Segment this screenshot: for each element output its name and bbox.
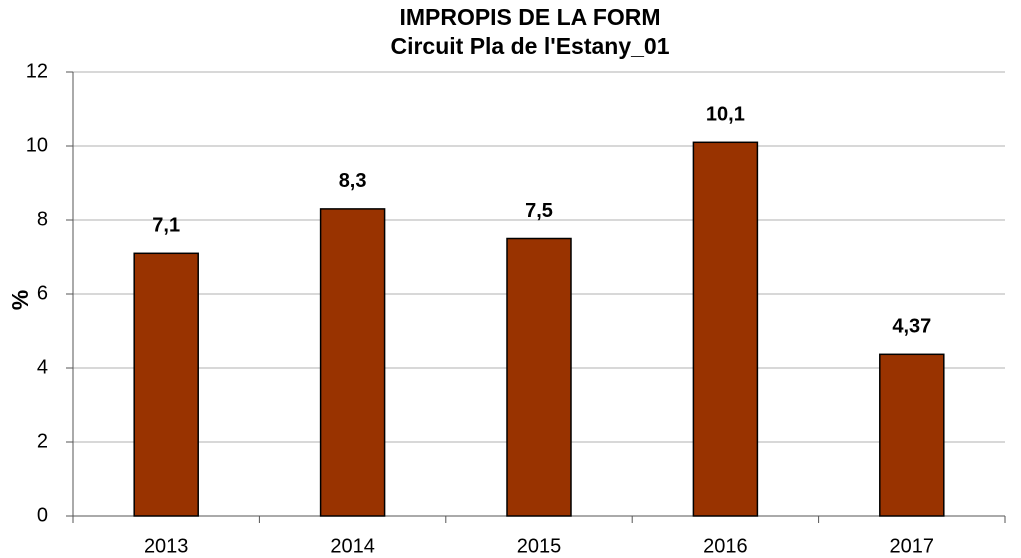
y-tick-label: 0 bbox=[37, 504, 48, 526]
bar bbox=[879, 353, 945, 517]
y-tick-label: 6 bbox=[37, 282, 48, 304]
value-label: 7,5 bbox=[525, 200, 553, 222]
x-tick-label: 2017 bbox=[890, 535, 935, 557]
bar bbox=[692, 141, 759, 517]
x-tick-label: 2015 bbox=[517, 535, 562, 557]
chart-title: IMPROPIS DE LA FORM bbox=[399, 4, 660, 30]
y-tick-label: 4 bbox=[37, 356, 48, 378]
x-tick-label: 2016 bbox=[703, 535, 748, 557]
value-label: 8,3 bbox=[339, 170, 367, 192]
bar bbox=[506, 237, 572, 517]
bar bbox=[133, 252, 199, 517]
chart-subtitle: Circuit Pla de l'Estany_01 bbox=[390, 33, 669, 59]
bar bbox=[319, 208, 386, 517]
y-tick-label: 8 bbox=[37, 208, 48, 230]
x-tick-label: 2013 bbox=[144, 535, 189, 557]
x-tick-label: 2014 bbox=[330, 535, 375, 557]
value-label: 4,37 bbox=[892, 316, 931, 338]
value-label: 10,1 bbox=[706, 104, 745, 126]
y-axis-label: % bbox=[7, 290, 33, 310]
y-tick-label: 2 bbox=[37, 430, 48, 452]
value-label: 7,1 bbox=[152, 215, 180, 237]
y-tick-label: 10 bbox=[26, 134, 48, 156]
y-tick-label: 12 bbox=[26, 60, 48, 82]
